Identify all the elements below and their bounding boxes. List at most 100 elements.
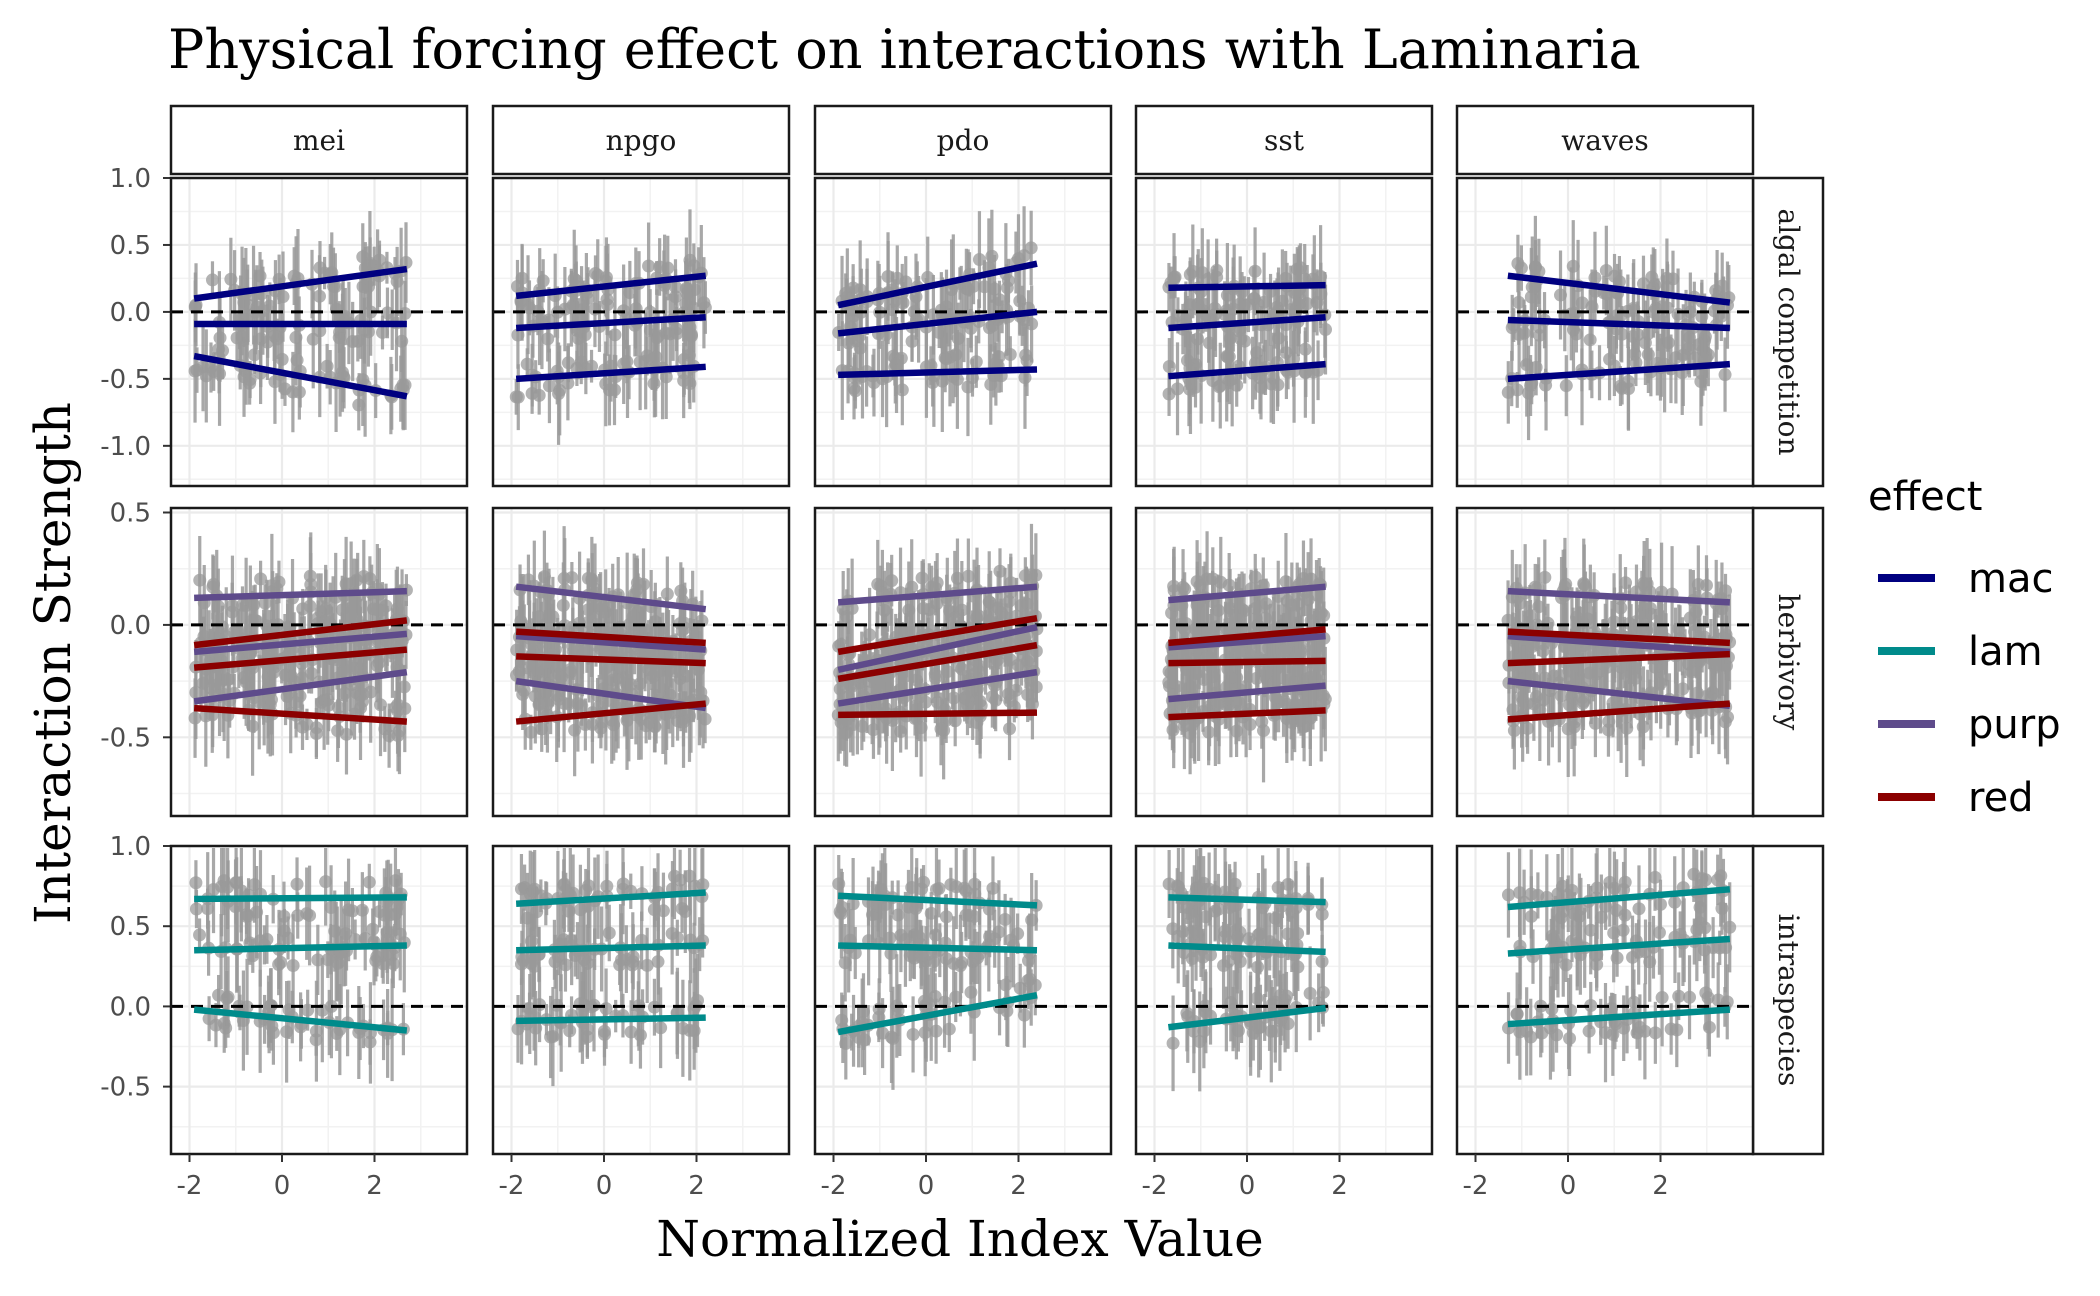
data-point bbox=[1629, 356, 1643, 370]
data-point bbox=[207, 365, 221, 379]
data-point bbox=[907, 305, 921, 319]
fit-line-mac bbox=[838, 366, 1038, 379]
data-point bbox=[1298, 342, 1312, 356]
column-strip-label: npgo bbox=[606, 124, 677, 157]
fit-line-purp bbox=[515, 632, 706, 653]
fit-line-purp bbox=[837, 583, 1038, 606]
data-point bbox=[1279, 575, 1293, 589]
panel-border bbox=[813, 506, 1113, 818]
data-point bbox=[670, 931, 684, 945]
data-point bbox=[246, 949, 260, 963]
data-point bbox=[867, 376, 881, 390]
data-point bbox=[924, 359, 938, 373]
data-point bbox=[903, 949, 917, 963]
x-tick-label: 2 bbox=[688, 1171, 705, 1201]
data-point bbox=[649, 350, 663, 364]
data-point bbox=[264, 693, 278, 707]
data-point bbox=[615, 953, 629, 967]
data-point bbox=[635, 933, 649, 947]
data-point bbox=[1268, 690, 1282, 704]
data-point bbox=[1011, 658, 1025, 672]
data-point bbox=[582, 879, 596, 893]
fit-line-purp bbox=[1507, 587, 1731, 606]
data-point bbox=[585, 359, 599, 373]
fit-line-mac bbox=[193, 352, 408, 400]
data-point bbox=[1676, 682, 1690, 696]
fit-line-lam bbox=[194, 894, 407, 903]
data-point bbox=[290, 353, 304, 367]
data-point bbox=[1242, 648, 1256, 662]
y-tick-label: 1.0 bbox=[110, 832, 151, 862]
data-point bbox=[939, 952, 953, 966]
data-point bbox=[363, 1035, 377, 1049]
data-point bbox=[1279, 271, 1293, 285]
data-point bbox=[207, 577, 221, 591]
data-point bbox=[1202, 310, 1216, 324]
panel bbox=[169, 844, 469, 1156]
fit-line-mac bbox=[1507, 316, 1730, 332]
data-point bbox=[220, 991, 234, 1005]
data-point bbox=[620, 713, 634, 727]
data-point bbox=[345, 904, 359, 918]
data-point bbox=[633, 355, 647, 369]
data-point bbox=[1277, 644, 1291, 658]
data-point bbox=[948, 611, 962, 625]
data-point bbox=[940, 594, 954, 608]
data-point bbox=[393, 927, 407, 941]
data-point bbox=[909, 902, 923, 916]
data-point bbox=[1279, 346, 1293, 360]
fit-line-purp bbox=[837, 668, 1038, 707]
data-point bbox=[984, 378, 998, 392]
data-point bbox=[573, 997, 587, 1011]
data-point bbox=[915, 882, 929, 896]
row-strip bbox=[1751, 844, 1825, 1156]
data-point bbox=[683, 1023, 697, 1037]
fit-line-lam bbox=[515, 889, 706, 907]
data-point bbox=[1523, 609, 1537, 623]
data-point bbox=[300, 907, 314, 921]
fit-line-red bbox=[1168, 657, 1326, 667]
data-point bbox=[667, 869, 681, 883]
data-point bbox=[306, 332, 320, 346]
data-point bbox=[935, 374, 949, 388]
data-point bbox=[592, 700, 606, 714]
data-point bbox=[961, 569, 975, 583]
fit-line-mac bbox=[837, 308, 1038, 337]
data-point bbox=[281, 931, 295, 945]
data-point bbox=[660, 587, 674, 601]
data-point bbox=[352, 398, 366, 412]
data-point bbox=[1003, 694, 1017, 708]
data-point bbox=[626, 955, 640, 969]
fit-line-mac bbox=[1507, 272, 1731, 306]
panel-border bbox=[169, 176, 469, 488]
fit-line-purp bbox=[194, 587, 407, 602]
data-point bbox=[1212, 380, 1226, 394]
panel bbox=[491, 176, 791, 488]
data-point bbox=[304, 578, 318, 592]
fit-line-purp bbox=[515, 583, 707, 613]
panel bbox=[491, 506, 791, 818]
fit-line-red bbox=[516, 653, 706, 667]
panel bbox=[169, 176, 469, 488]
fit-line-purp bbox=[1168, 632, 1326, 651]
column-strip bbox=[1134, 104, 1434, 176]
data-point bbox=[957, 881, 971, 895]
panel bbox=[491, 844, 791, 1156]
data-point bbox=[398, 702, 412, 716]
data-point bbox=[1507, 724, 1521, 738]
panel-border bbox=[1455, 176, 1755, 488]
fit-line-red bbox=[193, 617, 408, 649]
data-point bbox=[1259, 611, 1273, 625]
data-point bbox=[551, 949, 565, 963]
data-point bbox=[998, 912, 1012, 926]
fit-line-purp bbox=[837, 623, 1038, 674]
data-point bbox=[1232, 644, 1246, 658]
data-point bbox=[335, 365, 349, 379]
data-point bbox=[1222, 350, 1236, 364]
data-point bbox=[691, 993, 705, 1007]
data-point bbox=[247, 878, 261, 892]
data-point bbox=[247, 348, 261, 362]
data-point bbox=[684, 328, 698, 342]
fit-line-lam bbox=[193, 1006, 408, 1034]
column-strip bbox=[169, 104, 469, 176]
